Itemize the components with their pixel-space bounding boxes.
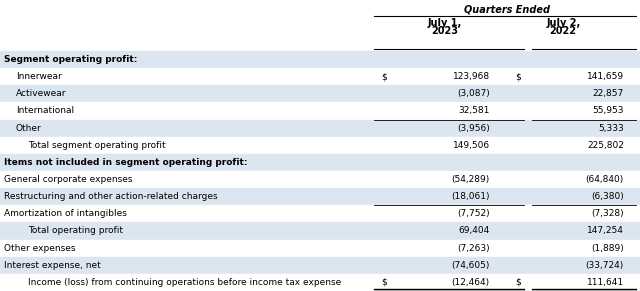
Text: Other: Other (16, 124, 42, 133)
Text: 22,857: 22,857 (593, 89, 624, 98)
Text: 225,802: 225,802 (587, 141, 624, 150)
Text: Activewear: Activewear (16, 89, 67, 98)
Bar (0, 68, 640, 85)
Bar (0, 239, 640, 257)
Text: Total segment operating profit: Total segment operating profit (28, 141, 166, 150)
Text: 5,333: 5,333 (598, 124, 624, 133)
Bar (0, 85, 640, 102)
Text: (3,956): (3,956) (457, 124, 490, 133)
Bar (0, 51, 640, 68)
Text: (7,328): (7,328) (591, 209, 624, 218)
Text: Innerwear: Innerwear (16, 72, 61, 81)
Bar (0, 205, 640, 222)
Text: $: $ (515, 278, 521, 287)
Text: (7,752): (7,752) (457, 209, 490, 218)
Text: 111,641: 111,641 (587, 278, 624, 287)
Bar (0, 188, 640, 205)
Text: (33,724): (33,724) (586, 261, 624, 270)
Bar (0, 274, 640, 291)
Bar (0, 257, 640, 274)
Text: Total operating profit: Total operating profit (28, 226, 123, 235)
Text: (74,605): (74,605) (451, 261, 490, 270)
Text: International: International (16, 107, 74, 116)
Bar (0, 137, 640, 154)
Bar (0, 0, 640, 51)
Text: 2022: 2022 (550, 26, 577, 36)
Text: 2023: 2023 (431, 26, 458, 36)
Text: 55,953: 55,953 (593, 107, 624, 116)
Text: $: $ (381, 278, 387, 287)
Text: 141,659: 141,659 (587, 72, 624, 81)
Text: Amortization of intangibles: Amortization of intangibles (4, 209, 127, 218)
Bar (0, 120, 640, 137)
Text: Segment operating profit:: Segment operating profit: (4, 55, 138, 64)
Text: Interest expense, net: Interest expense, net (4, 261, 100, 270)
Text: $: $ (515, 72, 521, 81)
Text: (12,464): (12,464) (451, 278, 490, 287)
Text: Other expenses: Other expenses (4, 244, 76, 253)
Text: July 1,: July 1, (428, 18, 462, 28)
Bar (0, 154, 640, 171)
Bar (0, 102, 640, 120)
Text: Quarters Ended: Quarters Ended (464, 4, 550, 14)
Text: General corporate expenses: General corporate expenses (4, 175, 132, 184)
Text: (6,380): (6,380) (591, 192, 624, 201)
Text: 32,581: 32,581 (458, 107, 490, 116)
Text: (7,263): (7,263) (457, 244, 490, 253)
Text: 69,404: 69,404 (458, 226, 490, 235)
Text: July 2,: July 2, (546, 18, 580, 28)
Text: Items not included in segment operating profit:: Items not included in segment operating … (4, 158, 248, 167)
Text: (54,289): (54,289) (451, 175, 490, 184)
Text: (3,087): (3,087) (457, 89, 490, 98)
Text: (18,061): (18,061) (451, 192, 490, 201)
Text: 123,968: 123,968 (452, 72, 490, 81)
Text: 149,506: 149,506 (452, 141, 490, 150)
Text: $: $ (381, 72, 387, 81)
Text: (64,840): (64,840) (586, 175, 624, 184)
Bar (0, 171, 640, 188)
Text: 147,254: 147,254 (587, 226, 624, 235)
Text: (1,889): (1,889) (591, 244, 624, 253)
Text: Income (loss) from continuing operations before income tax expense: Income (loss) from continuing operations… (28, 278, 341, 287)
Text: Restructuring and other action-related charges: Restructuring and other action-related c… (4, 192, 218, 201)
Bar (0, 222, 640, 239)
